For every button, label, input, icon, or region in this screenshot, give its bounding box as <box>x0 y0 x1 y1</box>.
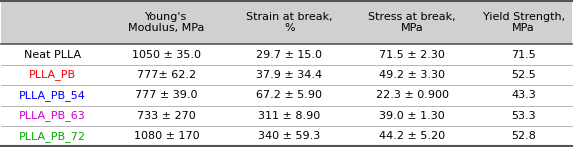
Bar <box>1 106 572 126</box>
Text: 1050 ± 35.0: 1050 ± 35.0 <box>132 50 201 60</box>
Bar <box>1 126 572 146</box>
Bar <box>1 85 572 106</box>
Text: 29.7 ± 15.0: 29.7 ± 15.0 <box>256 50 323 60</box>
Text: 52.5: 52.5 <box>511 70 536 80</box>
Text: PLLA_PB_63: PLLA_PB_63 <box>19 110 85 121</box>
Text: 67.2 ± 5.90: 67.2 ± 5.90 <box>256 90 323 100</box>
Bar <box>1 65 572 85</box>
Text: 340 ± 59.3: 340 ± 59.3 <box>258 131 320 141</box>
Text: Stress at break,
MPa: Stress at break, MPa <box>369 12 456 33</box>
Text: Young's
Modulus, MPa: Young's Modulus, MPa <box>128 12 204 33</box>
Text: 53.3: 53.3 <box>511 111 536 121</box>
Text: 52.8: 52.8 <box>511 131 536 141</box>
Text: PLLA_PB_72: PLLA_PB_72 <box>18 131 86 142</box>
Text: 71.5 ± 2.30: 71.5 ± 2.30 <box>379 50 445 60</box>
Text: PLLA_PB_54: PLLA_PB_54 <box>18 90 86 101</box>
Text: 733 ± 270: 733 ± 270 <box>137 111 196 121</box>
Text: 37.9 ± 34.4: 37.9 ± 34.4 <box>256 70 323 80</box>
Text: 311 ± 8.90: 311 ± 8.90 <box>258 111 320 121</box>
Text: 44.2 ± 5.20: 44.2 ± 5.20 <box>379 131 445 141</box>
Text: 777 ± 39.0: 777 ± 39.0 <box>135 90 198 100</box>
Bar <box>1 1 572 44</box>
Text: PLLA_PB: PLLA_PB <box>29 70 75 80</box>
Text: 43.3: 43.3 <box>511 90 536 100</box>
Text: Strain at break,
%: Strain at break, % <box>246 12 332 33</box>
Text: 49.2 ± 3.30: 49.2 ± 3.30 <box>379 70 445 80</box>
Text: Neat PLLA: Neat PLLA <box>24 50 81 60</box>
Text: 39.0 ± 1.30: 39.0 ± 1.30 <box>379 111 445 121</box>
Bar <box>1 44 572 65</box>
Text: 22.3 ± 0.900: 22.3 ± 0.900 <box>376 90 449 100</box>
Text: 71.5: 71.5 <box>511 50 536 60</box>
Text: 777± 62.2: 777± 62.2 <box>137 70 196 80</box>
Text: 1080 ± 170: 1080 ± 170 <box>134 131 199 141</box>
Text: Yield Strength,
MPa: Yield Strength, MPa <box>483 12 564 33</box>
